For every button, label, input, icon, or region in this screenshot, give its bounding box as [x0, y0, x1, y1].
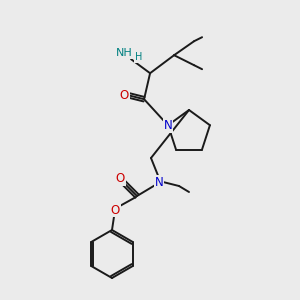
- Text: O: O: [116, 172, 124, 185]
- Text: O: O: [119, 89, 129, 102]
- Text: N: N: [164, 119, 172, 132]
- Text: N: N: [154, 176, 164, 188]
- Text: H: H: [135, 52, 142, 62]
- Text: NH: NH: [116, 48, 133, 58]
- Text: O: O: [110, 203, 120, 217]
